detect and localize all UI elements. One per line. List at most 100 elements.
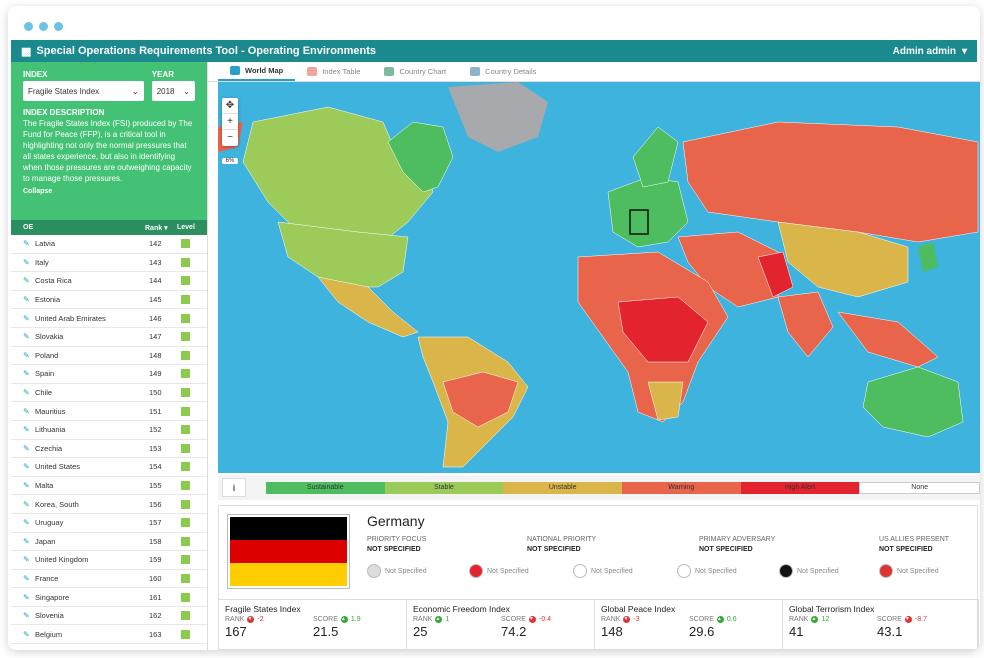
rank-column-header[interactable]: Rank ▾ xyxy=(145,224,168,232)
oe-rank: 147 xyxy=(149,332,162,342)
region-south-africa[interactable] xyxy=(647,381,684,421)
edit-icon[interactable]: ✎ xyxy=(23,350,30,360)
adversary-item[interactable]: Not Specified xyxy=(367,556,427,578)
oe-list-row[interactable]: ✎ Uruguay 157 xyxy=(11,514,207,533)
oe-list-row[interactable]: ✎ Costa Rica 144 xyxy=(11,272,207,291)
edit-icon[interactable]: ✎ xyxy=(23,406,30,416)
edit-icon[interactable]: ✎ xyxy=(23,536,30,546)
oe-list-row[interactable]: ✎ France 160 xyxy=(11,570,207,589)
edit-icon[interactable]: ✎ xyxy=(23,313,30,323)
edit-icon[interactable]: ✎ xyxy=(23,573,30,583)
edit-icon[interactable]: ✎ xyxy=(23,425,30,435)
world-map[interactable]: ✥ + − 6% xyxy=(218,82,980,473)
adversary-item[interactable]: Not Specified xyxy=(879,556,939,578)
legend-item: None xyxy=(859,481,980,494)
oe-list-row[interactable]: ✎ Korea, South 156 xyxy=(11,495,207,514)
oe-list-row[interactable]: ✎ Estonia 145 xyxy=(11,291,207,310)
adversary-item[interactable]: Not Specified xyxy=(573,556,633,578)
oe-list-row[interactable]: ✎ Latvia 142 xyxy=(11,235,207,254)
oe-list-row[interactable]: ✎ Czechia 153 xyxy=(11,440,207,459)
index-description-title: INDEX DESCRIPTION xyxy=(23,108,105,117)
index-select[interactable]: Fragile States Index ⌄ xyxy=(23,81,144,101)
region-usa[interactable] xyxy=(277,221,409,288)
year-select[interactable]: 2018 ⌄ xyxy=(151,81,195,101)
oe-list-row[interactable]: ✎ Italy 143 xyxy=(11,254,207,273)
edit-icon[interactable]: ✎ xyxy=(23,555,30,565)
edit-icon[interactable]: ✎ xyxy=(23,462,30,472)
region-central-america[interactable] xyxy=(317,276,419,338)
oe-rank: 145 xyxy=(149,295,162,305)
zoom-in-button[interactable]: + xyxy=(222,114,238,130)
sidebar: INDEX YEAR Fragile States Index ⌄ 2018 ⌄ IN… xyxy=(11,62,208,650)
adversary-item[interactable]: Not Specified xyxy=(677,556,737,578)
oe-column-header[interactable]: OE xyxy=(23,224,34,231)
edit-icon[interactable]: ✎ xyxy=(23,499,30,509)
level-column-header[interactable]: Level xyxy=(177,224,195,231)
region-southeast-asia[interactable] xyxy=(837,311,939,368)
tab-country-details[interactable]: Country Details xyxy=(458,61,548,81)
region-japan[interactable] xyxy=(918,242,938,272)
edit-icon[interactable]: ✎ xyxy=(23,611,30,621)
region-australia[interactable] xyxy=(862,366,964,438)
region-greenland-north[interactable] xyxy=(387,121,454,193)
oe-list-row[interactable]: ✎ Slovenia 162 xyxy=(11,607,207,626)
rank-delta: -3 xyxy=(633,616,640,623)
arrow-down-icon: ▼ xyxy=(623,616,631,623)
oe-list-row[interactable]: ✎ Singapore 161 xyxy=(11,588,207,607)
oe-list-row[interactable]: ✎ Chile 150 xyxy=(11,384,207,403)
edit-icon[interactable]: ✎ xyxy=(23,481,30,491)
oe-list-row[interactable]: ✎ Malta 155 xyxy=(11,477,207,496)
region-scandinavia[interactable] xyxy=(632,126,679,188)
edit-icon[interactable]: ✎ xyxy=(23,443,30,453)
user-menu[interactable]: Admin admin ▾ xyxy=(893,46,967,57)
collapse-link[interactable]: Collapse xyxy=(23,188,53,195)
region-china[interactable] xyxy=(777,221,909,298)
oe-list-row[interactable]: ✎ United Arab Emirates 146 xyxy=(11,309,207,328)
edit-icon[interactable]: ✎ xyxy=(23,276,30,286)
region-central-africa[interactable] xyxy=(617,296,709,363)
adversary-item[interactable]: Not Specified xyxy=(779,556,839,578)
region-brazil[interactable] xyxy=(442,371,519,428)
edit-icon[interactable]: ✎ xyxy=(23,629,30,639)
window-dots xyxy=(24,22,63,31)
oe-name: Korea, South xyxy=(35,499,79,509)
oe-name: Malta xyxy=(35,481,54,491)
oe-list-row[interactable]: ✎ Japan 158 xyxy=(11,533,207,552)
info-icon[interactable]: i xyxy=(222,478,246,497)
oe-list-row[interactable]: ✎ United Kingdom 159 xyxy=(11,551,207,570)
pan-icon[interactable]: ✥ xyxy=(222,98,238,114)
region-middle-east[interactable] xyxy=(677,231,779,308)
oe-list-header: OE Rank ▾ Level xyxy=(11,220,207,235)
edit-icon[interactable]: ✎ xyxy=(23,518,30,528)
edit-icon[interactable]: ✎ xyxy=(23,592,30,602)
edit-icon[interactable]: ✎ xyxy=(23,295,30,305)
oe-list-row[interactable]: ✎ Spain 149 xyxy=(11,365,207,384)
oe-list-row[interactable]: ✎ United States 154 xyxy=(11,458,207,477)
edit-icon[interactable]: ✎ xyxy=(23,388,30,398)
oe-list-row[interactable]: ✎ Poland 148 xyxy=(11,347,207,366)
region-greenland[interactable] xyxy=(448,82,548,152)
oe-name: Poland xyxy=(35,350,59,360)
zoom-out-button[interactable]: − xyxy=(227,132,233,143)
edit-icon[interactable]: ✎ xyxy=(23,257,30,267)
legend-item: High Alert xyxy=(740,481,860,494)
oe-list-row[interactable]: ✎ Slovakia 147 xyxy=(11,328,207,347)
arrow-up-icon: ▲ xyxy=(435,616,443,623)
region-russia[interactable] xyxy=(682,121,979,243)
oe-list-row[interactable]: ✎ Lithuania 152 xyxy=(11,421,207,440)
region-afghanistan[interactable] xyxy=(757,251,794,298)
region-germany[interactable] xyxy=(629,209,649,235)
adversary-item[interactable]: Not Specified xyxy=(469,556,529,578)
region-canada[interactable] xyxy=(242,106,434,258)
edit-icon[interactable]: ✎ xyxy=(23,369,30,379)
edit-icon[interactable]: ✎ xyxy=(23,239,30,249)
details-icon xyxy=(470,66,481,76)
score-delta: -0.4 xyxy=(538,616,551,623)
tab-index-table[interactable]: Index Table xyxy=(295,61,372,81)
edit-icon[interactable]: ✎ xyxy=(23,332,30,342)
tab-country-chart[interactable]: Country Chart xyxy=(372,61,458,81)
oe-list-row[interactable]: ✎ Mauritius 151 xyxy=(11,402,207,421)
region-india[interactable] xyxy=(777,291,834,358)
oe-list-row[interactable]: ✎ Belgium 163 xyxy=(11,625,207,645)
tab-world-map[interactable]: World Map xyxy=(218,61,296,81)
